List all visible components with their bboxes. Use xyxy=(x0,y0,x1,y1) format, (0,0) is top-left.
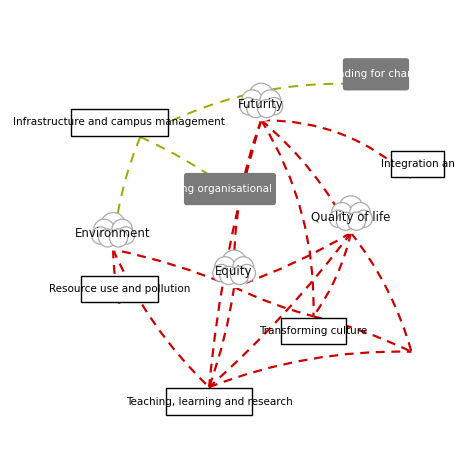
Circle shape xyxy=(99,229,117,247)
Circle shape xyxy=(247,100,265,118)
Circle shape xyxy=(257,100,276,118)
Circle shape xyxy=(213,264,230,282)
Circle shape xyxy=(216,252,252,288)
Circle shape xyxy=(243,85,279,121)
Text: Teaching, learning and research: Teaching, learning and research xyxy=(126,397,292,407)
Text: Equity: Equity xyxy=(215,265,253,278)
Circle shape xyxy=(265,98,283,115)
Text: Integration an: Integration an xyxy=(381,159,455,169)
FancyBboxPatch shape xyxy=(81,276,158,302)
Text: Managing organisational impacts: Managing organisational impacts xyxy=(143,184,317,194)
FancyBboxPatch shape xyxy=(166,388,252,415)
Circle shape xyxy=(355,210,373,228)
FancyBboxPatch shape xyxy=(281,318,346,344)
FancyBboxPatch shape xyxy=(392,151,444,177)
Circle shape xyxy=(260,90,281,110)
Circle shape xyxy=(109,229,128,247)
FancyBboxPatch shape xyxy=(71,109,168,136)
Circle shape xyxy=(332,202,352,223)
Circle shape xyxy=(329,210,347,228)
Circle shape xyxy=(337,212,355,230)
Text: Quality of life: Quality of life xyxy=(311,210,391,224)
Text: Transforming culture: Transforming culture xyxy=(259,326,367,336)
Text: Leading for change: Leading for change xyxy=(326,69,426,79)
Circle shape xyxy=(238,264,255,282)
Circle shape xyxy=(347,212,365,230)
Circle shape xyxy=(219,266,238,284)
Text: Resource use and pollution: Resource use and pollution xyxy=(49,284,190,294)
Circle shape xyxy=(101,212,125,237)
Circle shape xyxy=(350,202,370,223)
Circle shape xyxy=(233,257,254,277)
Circle shape xyxy=(92,227,109,244)
Circle shape xyxy=(240,98,257,115)
Circle shape xyxy=(117,227,135,244)
Circle shape xyxy=(94,219,114,240)
Circle shape xyxy=(95,214,131,251)
Circle shape xyxy=(222,250,246,274)
Text: Infrastructure and campus management: Infrastructure and campus management xyxy=(13,117,225,128)
Circle shape xyxy=(339,196,363,220)
Text: Environment: Environment xyxy=(75,227,151,240)
FancyBboxPatch shape xyxy=(185,173,275,204)
FancyBboxPatch shape xyxy=(344,59,409,90)
Circle shape xyxy=(249,83,273,108)
Circle shape xyxy=(242,90,263,110)
Circle shape xyxy=(333,198,369,234)
Circle shape xyxy=(215,257,235,277)
Text: Futurity: Futurity xyxy=(238,98,284,111)
Circle shape xyxy=(230,266,249,284)
Circle shape xyxy=(112,219,133,240)
